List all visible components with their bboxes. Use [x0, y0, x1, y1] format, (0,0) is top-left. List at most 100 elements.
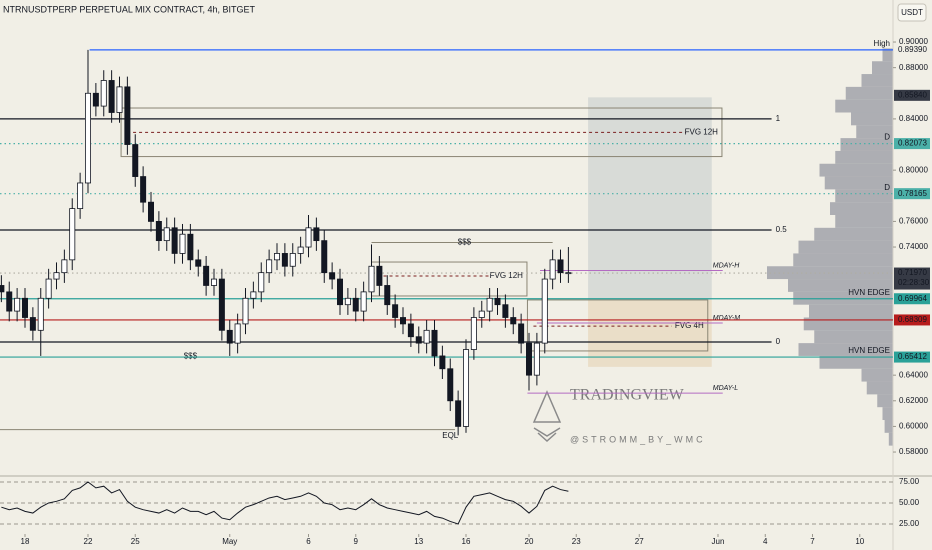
- level-label: HVN EDGE: [848, 346, 890, 355]
- candle-body: [415, 336, 422, 344]
- candle-body: [533, 342, 540, 376]
- volume-profile-bar: [884, 420, 893, 433]
- x-tick-label: Jun: [712, 537, 725, 546]
- x-tick-label: 4: [763, 537, 768, 546]
- volume-profile-bar: [830, 202, 893, 216]
- x-tick-label: 25: [131, 537, 140, 546]
- level-label: 0: [776, 337, 781, 346]
- candle-body: [447, 368, 454, 402]
- volume-profile-bar: [840, 138, 893, 151]
- projection-zone: [588, 97, 712, 300]
- x-tick-label: 22: [84, 537, 93, 546]
- candle-body: [77, 182, 84, 209]
- candle-body: [84, 92, 91, 184]
- level-label: High: [874, 39, 890, 48]
- y-tick-label: 0.88000: [899, 63, 928, 72]
- candle-body: [510, 317, 517, 325]
- candle-body: [494, 297, 501, 306]
- y-tick-label: 0.76000: [899, 217, 928, 226]
- price-badge: [894, 314, 930, 326]
- volume-profile-bar: [819, 355, 893, 369]
- candle-body: [384, 285, 391, 306]
- watermark: TRADINGVIEW: [570, 387, 685, 404]
- volume-profile-bar: [861, 74, 893, 87]
- volume-profile-bar: [888, 432, 893, 446]
- chart-title: NTRNUSDTPERP PERPETUAL MIX CONTRACT, 4h,…: [3, 4, 256, 14]
- volume-profile-bar: [866, 381, 893, 395]
- volume-profile-bar: [882, 407, 893, 421]
- candle-body: [147, 201, 154, 222]
- marker-line-label: MDAY-M: [713, 315, 741, 322]
- y-tick-label: 0.64000: [899, 370, 928, 379]
- currency-button[interactable]: [897, 3, 927, 22]
- candle-body: [242, 297, 249, 325]
- candle-body: [274, 253, 281, 261]
- candle-body: [250, 291, 257, 299]
- volume-profile-bar: [814, 330, 893, 344]
- candle-body: [45, 278, 52, 299]
- candle-body: [526, 342, 533, 376]
- candle-body: [431, 329, 438, 357]
- candle-body: [329, 272, 336, 280]
- volume-profile-bar: [767, 266, 893, 280]
- candle-body: [234, 323, 241, 344]
- x-tick-label: May: [222, 537, 237, 546]
- candle-body: [281, 253, 288, 267]
- rsi-tick-label: 25.00: [899, 519, 920, 528]
- candle-body: [258, 272, 265, 293]
- candle-body: [313, 227, 320, 242]
- volume-profile-bar: [845, 86, 893, 100]
- price-badge-label: 0.69964: [898, 294, 927, 303]
- level-label: 0.5: [776, 225, 788, 234]
- volume-profile-bar: [882, 48, 893, 62]
- volume-profile-bar: [819, 163, 893, 177]
- candle-body: [203, 265, 210, 286]
- x-tick-label: 6: [306, 537, 311, 546]
- candle-body: [368, 265, 375, 293]
- volume-profile-bar: [824, 176, 893, 190]
- currency-label[interactable]: USDT: [901, 8, 923, 17]
- volume-profile-bar: [872, 61, 893, 75]
- candle-body: [163, 227, 170, 242]
- candle-body: [392, 304, 399, 318]
- author: @STROMM_BY_WMC: [570, 434, 706, 444]
- y-tick-label: 0.90000: [899, 37, 928, 46]
- fvg-box: [120, 107, 723, 158]
- candle-body: [29, 317, 36, 331]
- fvg-box: [526, 299, 709, 352]
- candle-body: [344, 297, 351, 306]
- price-badge-label: 0.82073: [898, 139, 927, 148]
- candle-body: [305, 227, 312, 248]
- price-badge: [894, 267, 930, 290]
- candle-body: [37, 297, 44, 331]
- candle-body: [423, 329, 430, 344]
- y-tick-label: 0.58000: [899, 447, 928, 456]
- candle-body: [407, 323, 414, 338]
- volume-profile-bar: [851, 112, 893, 126]
- y-tick-label: 0.60000: [899, 422, 928, 431]
- candle-body: [211, 278, 218, 286]
- y-tick-label: 0.74000: [899, 242, 928, 251]
- candle-body: [14, 297, 21, 312]
- price-badge-label: 0.68309: [898, 315, 927, 324]
- x-tick-label: 16: [462, 537, 471, 546]
- candle-body: [100, 80, 107, 107]
- candle-body: [53, 272, 60, 280]
- candle-body: [439, 355, 446, 370]
- candle-body: [155, 221, 162, 242]
- price-badge-label: 0.71970: [898, 268, 927, 277]
- volume-profile-bar: [793, 253, 893, 267]
- volume-profile-bar: [835, 215, 893, 228]
- candle-body: [478, 310, 485, 318]
- volume-profile-bar: [861, 368, 893, 382]
- candle-body: [171, 227, 178, 254]
- candle-body: [557, 259, 564, 274]
- candle-body: [92, 92, 99, 107]
- candle-body: [0, 285, 5, 293]
- x-tick-label: 18: [21, 537, 30, 546]
- candle-body: [352, 297, 359, 312]
- rsi-tick-label: 75.00: [899, 477, 920, 486]
- price-badge-label: 0.78165: [898, 189, 927, 198]
- chart-annotation: EQL: [442, 431, 459, 440]
